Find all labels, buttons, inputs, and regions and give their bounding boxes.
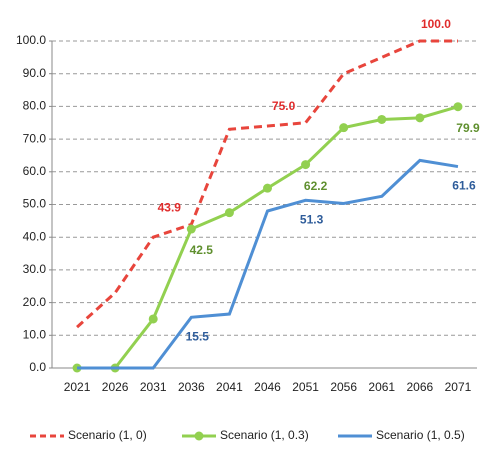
data-label: 42.5 — [190, 243, 214, 257]
x-tick-label: 2066 — [407, 380, 434, 394]
y-tick-label: 100.0 — [16, 33, 46, 47]
data-label: 62.2 — [304, 179, 328, 193]
legend-marker — [194, 431, 204, 441]
data-label: 61.6 — [452, 179, 476, 193]
x-tick-label: 2071 — [445, 380, 472, 394]
x-tick-label: 2046 — [254, 380, 281, 394]
point-marker — [453, 102, 463, 112]
point-marker — [415, 113, 425, 123]
x-tick-label: 2056 — [330, 380, 357, 394]
y-tick-label: 60.0 — [23, 164, 47, 178]
legend-label: Scenario (1, 0.5) — [376, 428, 465, 442]
point-marker — [148, 314, 158, 324]
data-label: 79.9 — [456, 121, 480, 135]
y-tick-label: 20.0 — [23, 295, 47, 309]
data-label: 51.3 — [300, 212, 324, 226]
y-tick-label: 0.0 — [29, 360, 46, 374]
point-marker — [263, 183, 272, 193]
x-tick-label: 2051 — [292, 380, 319, 394]
data-label: 43.9 — [158, 201, 182, 215]
point-marker — [377, 114, 387, 124]
series-line — [77, 105, 459, 370]
point-marker — [224, 208, 234, 218]
y-tick-label: 10.0 — [23, 327, 47, 341]
series-line — [76, 39, 458, 329]
x-tick-label: 2021 — [64, 380, 91, 394]
data-label: 100.0 — [421, 17, 451, 31]
y-tick-label: 50.0 — [23, 197, 47, 211]
y-tick-label: 90.0 — [23, 66, 47, 80]
point-marker — [186, 224, 196, 234]
point-marker — [339, 123, 349, 133]
x-tick-label: 2036 — [178, 380, 205, 394]
y-tick-label: 30.0 — [23, 262, 47, 276]
series-line — [77, 158, 459, 370]
x-tick-label: 2026 — [102, 380, 129, 394]
y-tick-label: 40.0 — [23, 229, 47, 243]
data-label: 15.5 — [186, 329, 210, 343]
legend-label: Scenario (1, 0.3) — [220, 428, 309, 442]
y-tick-label: 80.0 — [23, 99, 47, 113]
x-tick-label: 2031 — [140, 380, 167, 394]
point-marker — [301, 160, 311, 170]
data-label: 75.0 — [272, 99, 296, 113]
x-tick-label: 2041 — [216, 380, 243, 394]
x-tick-label: 2061 — [368, 380, 395, 394]
legend-label: Scenario (1, 0) — [68, 428, 147, 442]
y-tick-label: 70.0 — [23, 131, 47, 145]
